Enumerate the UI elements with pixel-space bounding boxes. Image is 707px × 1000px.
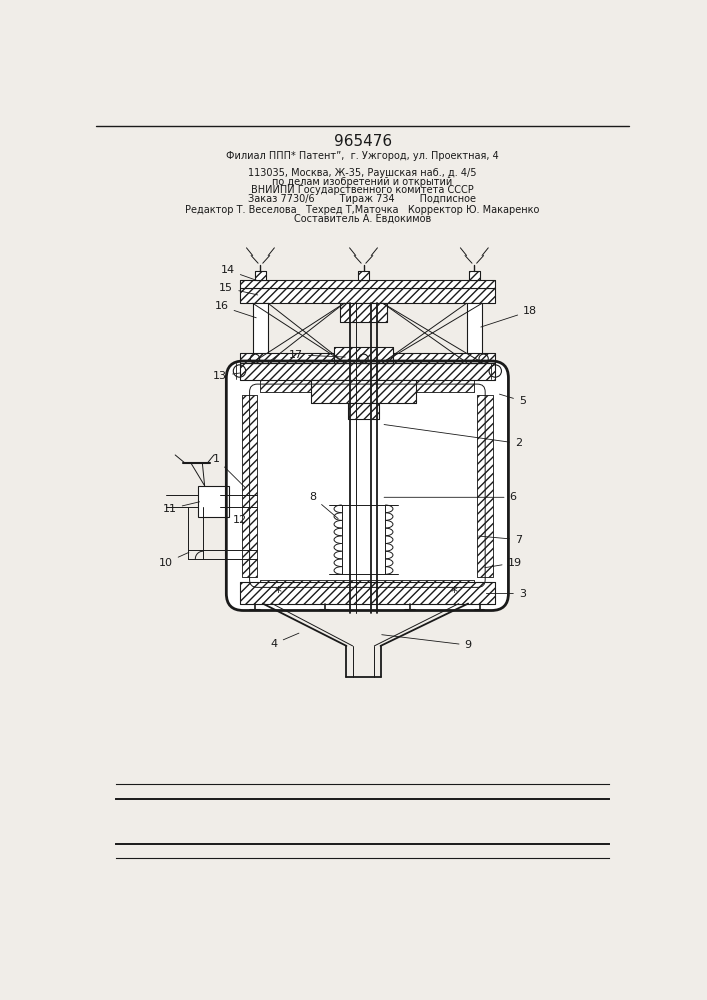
Text: 4: 4 [271, 633, 299, 649]
Text: 7: 7 [479, 535, 522, 545]
Polygon shape [240, 280, 495, 288]
Polygon shape [348, 403, 379, 419]
Text: 113035, Москва, Ж-35, Раушская наб., д. 4/5: 113035, Москва, Ж-35, Раушская наб., д. … [248, 168, 477, 178]
Text: 12: 12 [233, 507, 250, 525]
Text: 2: 2 [384, 425, 522, 448]
Text: 1: 1 [213, 454, 245, 488]
Polygon shape [255, 271, 266, 280]
Text: 3: 3 [486, 589, 526, 599]
Polygon shape [240, 288, 495, 303]
Text: 5: 5 [499, 394, 526, 406]
Text: Составитель А. Евдокимов: Составитель А. Евдокимов [293, 214, 431, 224]
Text: 6: 6 [384, 492, 517, 502]
Polygon shape [199, 486, 230, 517]
Text: 17: 17 [289, 350, 345, 360]
Polygon shape [260, 580, 474, 595]
Text: 13: 13 [213, 371, 240, 381]
Text: 9: 9 [382, 635, 472, 650]
Polygon shape [311, 380, 416, 403]
Polygon shape [240, 363, 495, 380]
Text: Заказ 7730/6        Тираж 734        Подписное: Заказ 7730/6 Тираж 734 Подписное [248, 194, 477, 204]
Text: Редактор Т. Веселова   Техред Т,Маточка   Корректор Ю. Макаренко: Редактор Т. Веселова Техред Т,Маточка Ко… [185, 205, 539, 215]
Polygon shape [358, 271, 369, 280]
Text: 14: 14 [221, 265, 258, 281]
Text: 965476: 965476 [334, 134, 392, 149]
Text: 19: 19 [485, 558, 522, 568]
Text: *: * [275, 585, 282, 599]
Text: 16: 16 [215, 301, 256, 318]
Text: 15: 15 [219, 283, 258, 295]
Text: 10: 10 [159, 552, 189, 568]
Text: 18: 18 [481, 306, 537, 327]
Polygon shape [477, 395, 493, 577]
Polygon shape [260, 376, 474, 392]
FancyBboxPatch shape [226, 361, 508, 610]
Text: 8: 8 [310, 492, 338, 519]
Text: ВНИИПИ Государственного комитета СССР: ВНИИПИ Государственного комитета СССР [251, 185, 474, 195]
Polygon shape [334, 347, 393, 363]
Polygon shape [469, 271, 480, 280]
Text: по делам изобретений и открытий: по делам изобретений и открытий [272, 177, 452, 187]
Text: *: * [450, 585, 457, 599]
Text: 11: 11 [163, 502, 199, 514]
Polygon shape [240, 582, 495, 604]
Text: Филиал ППП* Патент”,  г. Ужгород, ул. Проектная, 4: Филиал ППП* Патент”, г. Ужгород, ул. Про… [226, 151, 498, 161]
Polygon shape [467, 303, 482, 363]
Polygon shape [252, 303, 268, 363]
Polygon shape [340, 303, 387, 322]
Polygon shape [242, 395, 257, 577]
Polygon shape [240, 353, 495, 363]
